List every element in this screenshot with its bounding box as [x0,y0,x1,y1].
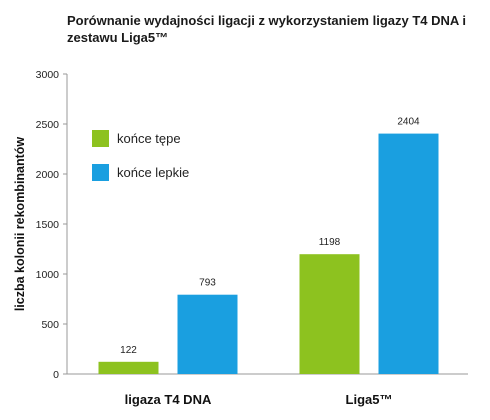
y-tick-label: 1500 [36,219,60,231]
y-axis-label: liczba kolonii rekombinantów [13,137,27,312]
data-label: 122 [120,345,137,356]
legend-label: końce lepkie [117,165,189,180]
y-tick-label: 500 [41,319,59,331]
y-tick-label: 2500 [36,119,60,131]
legend-swatch [92,164,109,181]
chart-title: Porównanie wydajności ligacji z wykorzys… [67,13,467,45]
bars-group: 122 793 1198 2404 [98,117,439,374]
data-label: 793 [199,278,216,289]
y-tick-label: 3000 [36,69,60,81]
bar [98,361,159,374]
category-labels: ligaza T4 DNA Liga5™ [125,392,393,407]
legend: końce tępe końce lepkie [92,130,189,181]
y-tick-label: 0 [53,369,59,381]
bar [299,254,360,374]
legend-swatch [92,130,109,147]
legend-label: końce tępe [117,131,181,146]
y-tick-label: 1000 [36,269,60,281]
bar [378,133,439,374]
data-label: 1198 [319,237,341,248]
category-label: ligaza T4 DNA [125,392,212,407]
bar [177,294,238,374]
category-label: Liga5™ [346,392,393,407]
y-tick-label: 2000 [36,169,60,181]
data-label: 2404 [397,117,420,128]
y-axis-ticks: 0 500 1000 1500 2000 2500 3000 [36,69,67,381]
